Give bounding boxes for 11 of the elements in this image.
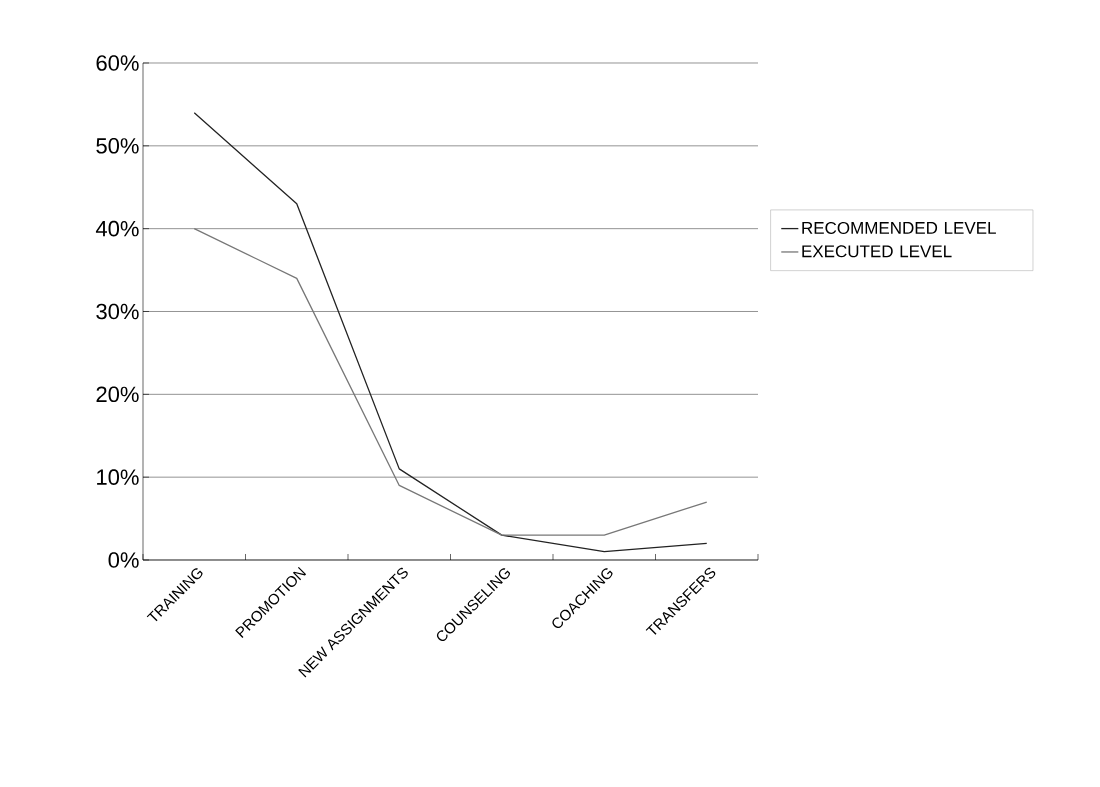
line-series (193, 112, 708, 553)
y-tick-label: 40% (95, 220, 139, 237)
y-tick-label: 0% (108, 552, 139, 568)
y-tick-label: 60% (96, 55, 139, 71)
y-tick-label: 30% (96, 303, 139, 320)
y-tick-label: 50% (96, 138, 139, 154)
legend-label: EXECUTED LEVEL (802, 245, 952, 258)
y-tick-label: 20% (96, 386, 139, 403)
legend-label: RECOMMENDED LEVEL (802, 221, 996, 234)
line-series (193, 228, 708, 536)
y-tick-label: 10% (97, 469, 139, 485)
